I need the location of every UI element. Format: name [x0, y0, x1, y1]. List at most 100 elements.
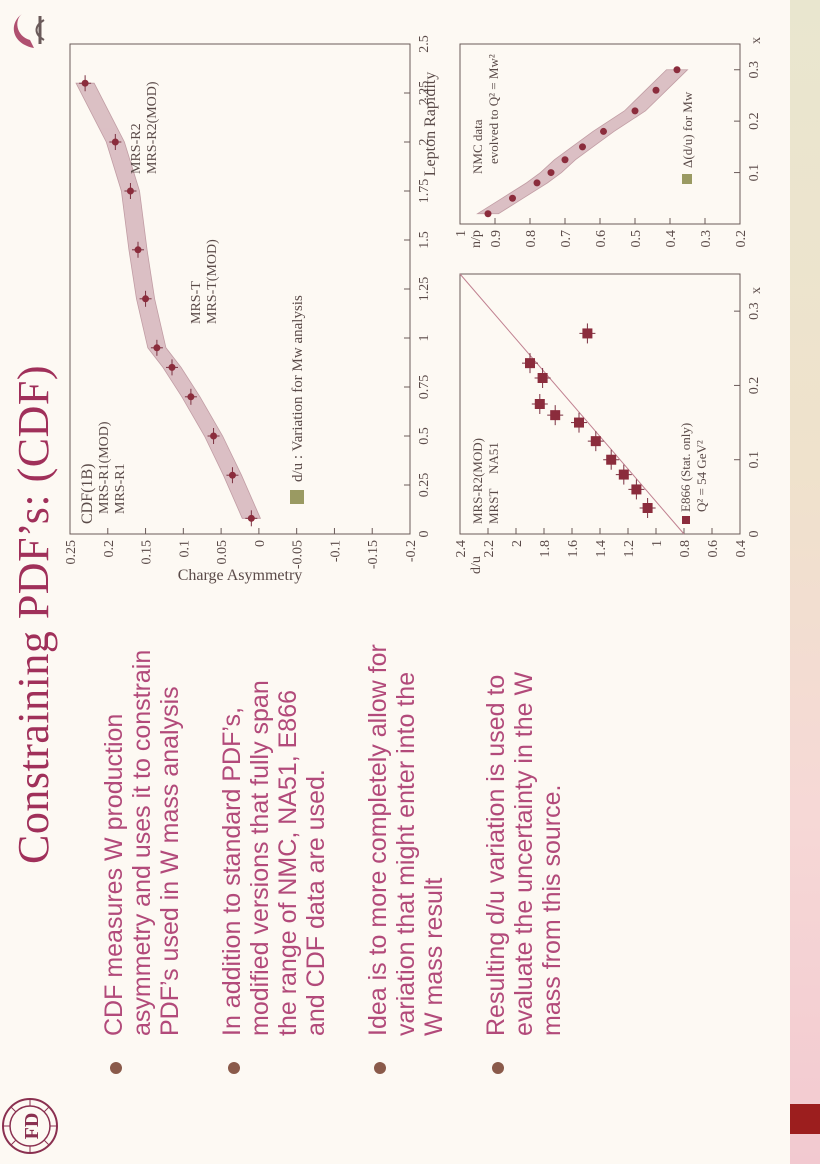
x-tick-label: 0.1 — [747, 451, 762, 469]
y-tick-label: 2 — [510, 540, 525, 547]
data-point — [642, 503, 653, 513]
data-point — [247, 514, 255, 522]
curve-label: MRS-R2(MOD) — [470, 438, 485, 524]
y-tick-label: 0.05 — [215, 540, 230, 565]
legend-label: d/u : Variation for Mw analysis — [290, 295, 306, 482]
data-point — [537, 373, 548, 383]
data-point — [652, 86, 660, 94]
data-point — [579, 143, 586, 151]
x-tick-label: 1.25 — [417, 277, 432, 302]
x-tick-label: 0.3 — [747, 61, 762, 79]
x-axis-label: x — [749, 287, 764, 294]
np-ratio-plot: 0.1 0.2 0.3 0.2 0.3 0.4 0.5 0.6 0.7 0.8 0.9 1 n/p x NM… — [454, 37, 764, 248]
bullet-item: Resulting d/u variation is used to evalu… — [482, 644, 566, 1074]
curve-label: MRS-R2 — [129, 123, 144, 174]
bullet-item: Idea is to more completely allow for var… — [364, 644, 448, 1074]
data-point — [525, 358, 535, 369]
data-point — [590, 436, 601, 447]
plot-frame — [69, 43, 411, 535]
data-point — [509, 194, 516, 202]
legend-label: Δ(d/u) for Mw — [680, 91, 695, 168]
curve-label: NA51 — [486, 442, 501, 474]
variation-band — [476, 69, 689, 215]
y-tick-label: 0 — [253, 540, 268, 547]
data-point — [673, 66, 681, 74]
x-tick-label: 0.3 — [747, 302, 762, 320]
curve-label: MRS-R2(MOD) — [145, 81, 160, 174]
data-point — [168, 363, 176, 371]
x-tick-label: 0.5 — [417, 427, 432, 445]
variation-band — [75, 82, 262, 519]
y-tick-label: 2.2 — [482, 540, 497, 558]
bullet-text: Resulting d/u variation is used to evalu… — [482, 671, 566, 1036]
fermilab-logo: FD — [2, 1098, 58, 1154]
footer-accent — [790, 1104, 820, 1134]
legend-label: E866 (Stat. only) — [678, 423, 693, 512]
y-tick-label: 1.8 — [538, 540, 553, 558]
data-point — [574, 417, 584, 428]
bullet-dot-icon — [374, 1062, 386, 1074]
y-tick-label: 1.6 — [566, 540, 581, 558]
svg-text:FD: FD — [21, 1113, 43, 1140]
y-tick-label: 0.4 — [664, 230, 679, 248]
x-tick-label: 2.5 — [417, 35, 432, 53]
legend-swatch — [682, 516, 690, 524]
x-axis-label: x — [749, 37, 764, 44]
bullet-text: Idea is to more completely allow for var… — [364, 644, 448, 1036]
data-point — [631, 484, 642, 495]
data-point — [618, 469, 629, 480]
y-axis-label: d/u — [469, 556, 484, 574]
y-tick-label: 0.1 — [177, 540, 192, 558]
y-axis-label: n/p — [469, 230, 484, 248]
y-tick-label: 1.4 — [594, 540, 609, 558]
y-tick-label: 1 — [650, 540, 665, 547]
y-tick-label: 0.3 — [699, 230, 714, 248]
bullet-text: In addition to standard PDF’s, modified … — [218, 680, 330, 1036]
data-point — [600, 127, 607, 135]
data-point — [534, 399, 545, 409]
footer-bar — [790, 0, 820, 1164]
data-point — [582, 328, 593, 339]
x-tick-label: 0.1 — [747, 164, 762, 182]
chart-title: CDF(1B) — [79, 464, 96, 524]
x-tick-label: 0.75 — [417, 375, 432, 400]
y-tick-label: 0.2 — [102, 540, 117, 558]
y-tick-label: 0.8 — [678, 540, 693, 558]
bullet-item: CDF measures W production asymmetry and … — [100, 644, 184, 1074]
data-point — [228, 471, 236, 479]
data-point — [606, 454, 617, 465]
data-point — [631, 107, 639, 115]
curve-label: MRS-R1 — [113, 463, 128, 514]
curve-label: MRST — [486, 489, 501, 524]
data-point — [484, 210, 492, 218]
x-tick-label: 1 — [417, 335, 432, 342]
y-tick-label: -0.2 — [404, 540, 419, 562]
x-tick-label: 0.25 — [417, 473, 432, 498]
legend-swatch — [682, 174, 692, 184]
curve-label: MRS-T(MOD) — [205, 239, 220, 324]
x-tick-label: 0 — [417, 531, 432, 538]
plots-area: 0 0.25 0.5 0.75 1 1.25 1.5 1.75 2 2.25 2.5 -0.2 -0.1… — [64, 35, 764, 584]
du-ratio-plot: 0 0.1 0.2 0.3 0.4 0.6 0.8 1 1.2 1.4 1.6 1.8 2 2.2 2.4d… — [454, 273, 764, 574]
x-tick-label: 0.2 — [747, 377, 762, 395]
y-tick-label: 0.8 — [524, 230, 539, 248]
x-axis-label: Lepton Rapidity — [422, 72, 439, 176]
y-tick-label: 0.9 — [489, 230, 504, 248]
x-tick-label: 2.25 — [417, 81, 432, 106]
data-point — [550, 410, 561, 421]
reference-curve — [459, 273, 685, 535]
y-axis-label: Charge Asymmetry — [178, 567, 303, 584]
y-tick-label: 0.2 — [734, 230, 749, 248]
data-point — [126, 187, 134, 195]
bullet-dot-icon — [228, 1062, 240, 1074]
bullet-dot-icon — [110, 1062, 122, 1074]
y-tick-label: 1.2 — [622, 540, 637, 558]
data-point — [547, 169, 555, 177]
y-tick-label: 0.7 — [559, 230, 574, 248]
x-tick-label: 1.5 — [417, 231, 432, 249]
y-tick-label: 0.5 — [629, 230, 644, 248]
y-tick-label: 0.6 — [594, 230, 609, 248]
bullet-list: CDF measures W production asymmetry and … — [100, 644, 600, 1074]
